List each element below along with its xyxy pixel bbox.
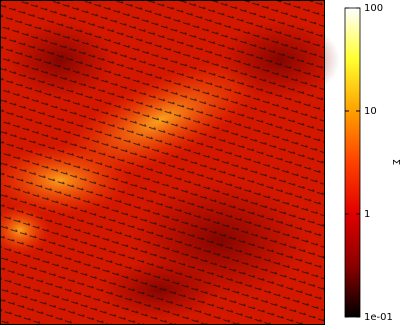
colorbar-label: Σ: [390, 159, 401, 165]
colorbar-tick-label: 10: [364, 106, 377, 117]
colorbar-tick-label: 1: [364, 209, 370, 220]
colorbar-tick-label: 100: [364, 3, 383, 14]
heatmap-panel: [0, 0, 340, 325]
colorbar-tick-label: 1e-01: [364, 312, 393, 323]
colorbar: [344, 7, 361, 318]
